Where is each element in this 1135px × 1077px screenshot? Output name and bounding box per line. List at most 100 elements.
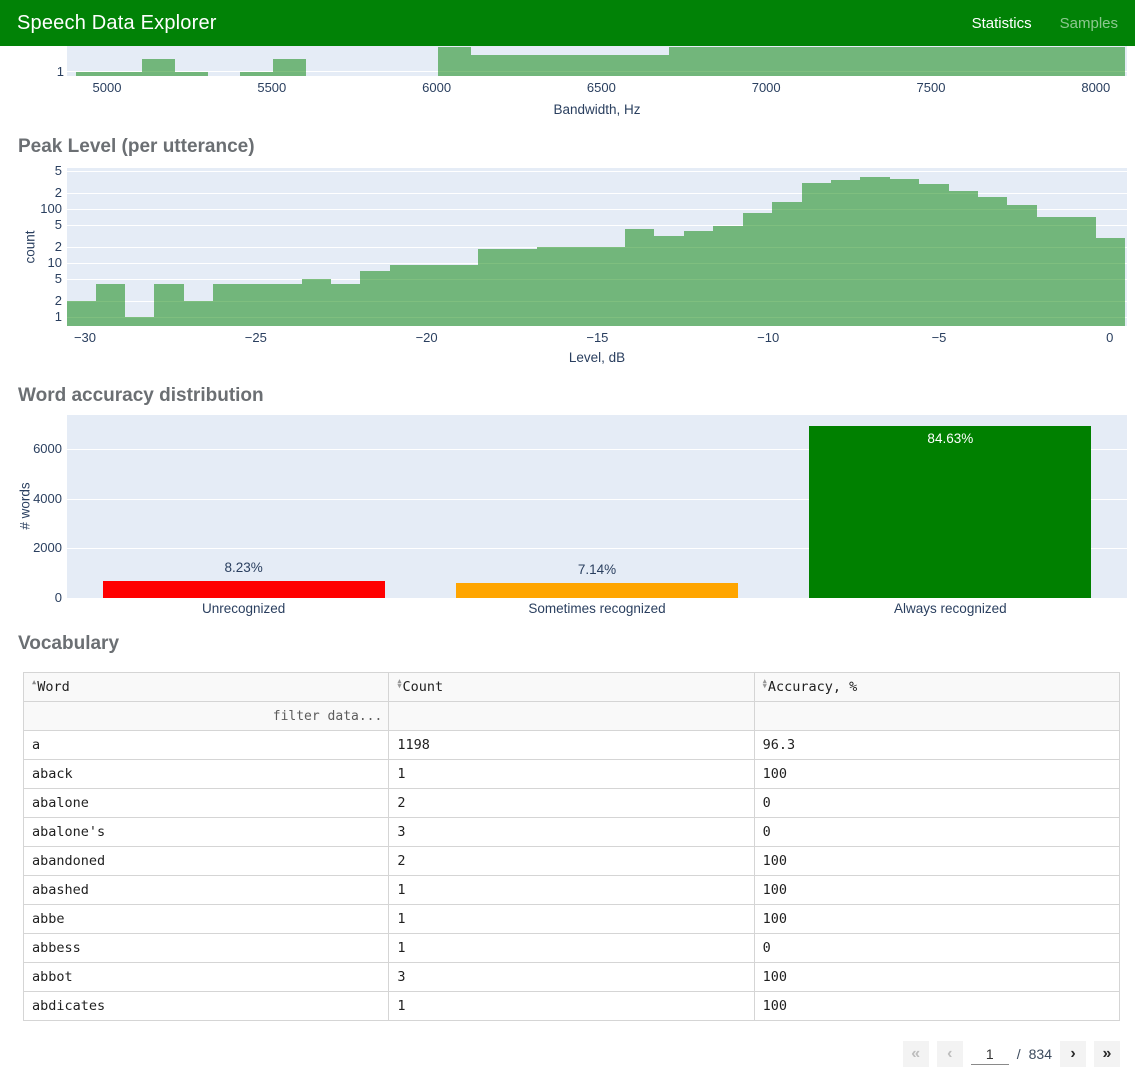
table-pagination: « ‹ / 834 › »	[902, 1041, 1120, 1067]
column-header-count[interactable]: ▲ ▼ Count	[388, 672, 755, 702]
histogram-bar	[889, 179, 920, 326]
histogram-bar	[860, 176, 890, 326]
word-cell: abbe	[22, 904, 390, 934]
bandwidth-histogram-plot	[67, 46, 1127, 76]
table-row: abbot 3 100	[22, 962, 1121, 992]
vocabulary-section-title: Vocabulary	[18, 633, 120, 654]
histogram-bar	[566, 246, 596, 326]
histogram-bar	[273, 59, 307, 76]
word-cell: a	[22, 730, 390, 760]
next-page-icon: ›	[1070, 1045, 1076, 1062]
word-cell: abashed	[22, 875, 390, 905]
table-row: a 1198 96.3	[22, 730, 1121, 760]
histogram-bar	[668, 47, 1126, 76]
x-tick-label: −30	[73, 330, 97, 345]
peak-level-y-axis-title: count	[22, 230, 38, 264]
x-tick-label: −20	[415, 330, 438, 345]
histogram-bar	[67, 300, 96, 326]
histogram-bar	[242, 284, 273, 326]
accuracy-cell: 100	[753, 962, 1121, 992]
histogram-bar	[419, 265, 449, 326]
y-tick-label: 5	[54, 271, 62, 287]
vocabulary-table-container: ▲Word▲▼Count▲▼Accuracy, %a119896.3aback1…	[22, 672, 1121, 1021]
y-tick-label: 4000	[33, 490, 62, 506]
histogram-bar	[801, 183, 831, 326]
x-category-label: Unrecognized	[202, 601, 286, 616]
table-row: abashed 1 100	[22, 875, 1121, 905]
histogram-bar	[389, 265, 420, 326]
nav-item-statistics[interactable]: Statistics	[971, 14, 1032, 32]
table-row: abbess 1 0	[22, 933, 1121, 963]
column-header-word[interactable]: ▲ Word	[22, 672, 390, 702]
histogram-bar	[595, 246, 626, 326]
nav-item-samples[interactable]: Samples	[1059, 14, 1118, 32]
bar-value-label: 7.14%	[577, 562, 617, 578]
count-cell: 1198	[388, 730, 755, 760]
histogram-bar	[919, 184, 949, 326]
gridline	[67, 498, 1127, 500]
column-header-accuracy[interactable]: ▲ ▼ Accuracy, %	[753, 672, 1121, 702]
filter-cell[interactable]	[388, 701, 755, 731]
accuracy-cell: 0	[753, 788, 1121, 818]
column-header-label: Accuracy, %	[767, 679, 858, 695]
accuracy-cell: 0	[753, 933, 1121, 963]
count-cell: 1	[388, 991, 755, 1021]
histogram-bar	[154, 284, 184, 326]
sort-ascending-icon[interactable]: ▲	[32, 677, 37, 686]
sort-toggle-icon[interactable]: ▲ ▼	[762, 677, 767, 690]
gridline	[67, 225, 1127, 227]
app-title: Speech Data Explorer	[17, 11, 217, 34]
first-page-button[interactable]: «	[902, 1041, 929, 1067]
page-separator: /	[1016, 1046, 1021, 1062]
x-tick-label: −5	[931, 330, 947, 345]
gridline	[67, 209, 1127, 210]
histogram-bar	[1066, 217, 1096, 326]
nav-links: Statistics Samples	[972, 15, 1118, 32]
histogram-bar	[471, 55, 669, 76]
accuracy-cell: 100	[753, 904, 1121, 934]
y-tick-label: 2	[54, 292, 62, 308]
histogram-bar	[174, 72, 208, 76]
histogram-bar	[1036, 217, 1067, 326]
x-tick-label: 5500	[257, 80, 287, 95]
table-row: abdicates 1 100	[22, 991, 1121, 1021]
bar-value-label: 8.23%	[224, 560, 263, 576]
count-cell: 1	[388, 759, 755, 789]
histogram-bar	[772, 202, 802, 326]
histogram-bar	[75, 72, 142, 76]
x-tick-label: −25	[244, 330, 267, 345]
histogram-bar	[830, 179, 861, 326]
filter-cell[interactable]	[753, 701, 1121, 731]
sort-toggle-icon[interactable]: ▲ ▼	[397, 677, 402, 690]
word-cell: abdicates	[22, 991, 390, 1021]
histogram-bar	[240, 72, 274, 76]
x-category-label: Sometimes recognized	[528, 601, 666, 616]
histogram-bar	[330, 284, 361, 326]
filter-input[interactable]	[32, 707, 385, 725]
gridline	[67, 171, 1127, 173]
y-tick-label: 2	[54, 184, 62, 200]
filter-cell[interactable]	[22, 701, 390, 731]
table-row: aback 1 100	[22, 759, 1121, 789]
accuracy-cell: 100	[753, 875, 1121, 905]
count-cell: 3	[388, 962, 755, 992]
histogram-bar	[272, 284, 302, 326]
column-header-label: Word	[37, 679, 70, 695]
last-page-button[interactable]: »	[1094, 1041, 1120, 1067]
x-tick-label: 7500	[916, 80, 946, 95]
gridline	[67, 449, 1127, 451]
previous-page-button[interactable]: ‹	[936, 1041, 963, 1067]
y-tick-label: 0	[54, 590, 62, 605]
table-row: abalone 2 0	[22, 788, 1121, 818]
word-cell: abandoned	[22, 846, 390, 876]
count-cell: 2	[388, 788, 755, 818]
last-page-icon: »	[1102, 1045, 1112, 1062]
histogram-bar	[625, 229, 655, 326]
histogram-bar	[683, 231, 714, 326]
current-page-input[interactable]	[970, 1043, 1009, 1065]
peak-level-x-axis-title: Level, dB	[568, 350, 626, 365]
histogram-bar	[448, 265, 478, 326]
histogram-bar	[125, 316, 155, 326]
next-page-button[interactable]: ›	[1060, 1041, 1086, 1067]
